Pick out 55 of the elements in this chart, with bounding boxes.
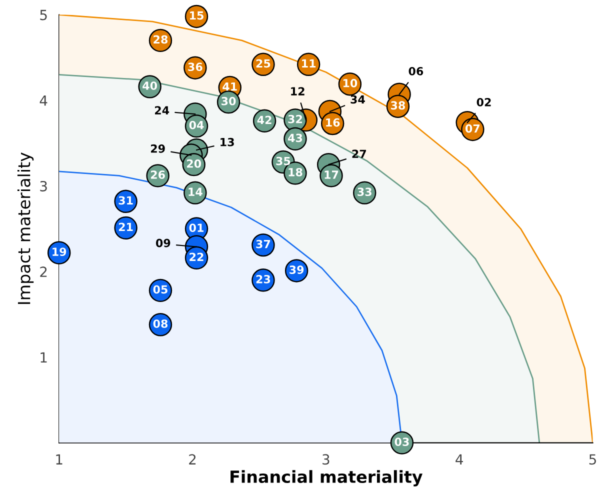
annotation: 10 bbox=[343, 78, 358, 88]
y-tick-label: 3 bbox=[40, 180, 47, 192]
y-tick-label: 5 bbox=[40, 10, 47, 20]
annotation: 22 bbox=[190, 252, 204, 261]
y-axis-title: Impact materiality bbox=[17, 152, 34, 304]
annotation: 06 bbox=[408, 66, 424, 76]
annotation: 14 bbox=[188, 188, 202, 196]
annotation: 08 bbox=[153, 319, 168, 328]
annotation: 31 bbox=[118, 196, 133, 205]
annotation: 40 bbox=[142, 81, 158, 90]
annotation: 39 bbox=[290, 266, 304, 274]
x-tick-label: 5 bbox=[589, 454, 596, 465]
annotation: 15 bbox=[190, 11, 204, 20]
annotation: 28 bbox=[154, 35, 168, 44]
annotation: 13 bbox=[220, 138, 234, 146]
annotation: 37 bbox=[256, 240, 270, 248]
annotation: 30 bbox=[222, 96, 236, 106]
annotation: 03 bbox=[394, 438, 409, 446]
annotation: 35 bbox=[276, 156, 290, 166]
annotation: 26 bbox=[150, 170, 165, 179]
annotation: 12 bbox=[291, 87, 304, 96]
annotation: 07 bbox=[465, 124, 480, 133]
x-tick-label: 3 bbox=[322, 454, 330, 465]
annotation: 38 bbox=[390, 101, 406, 110]
y-tick-label: 1 bbox=[40, 352, 47, 362]
annotation: 02 bbox=[476, 98, 491, 106]
annotation: 21 bbox=[118, 222, 133, 231]
annotation: 11 bbox=[302, 59, 316, 68]
annotation: 01 bbox=[189, 224, 204, 232]
annotation: 17 bbox=[324, 170, 338, 179]
annotation: 32 bbox=[288, 114, 302, 124]
annotation: 41 bbox=[222, 82, 237, 91]
annotation: 18 bbox=[288, 168, 302, 176]
annotation: 09 bbox=[156, 238, 170, 248]
annotation: 19 bbox=[52, 248, 66, 256]
annotation: 34 bbox=[350, 95, 365, 104]
x-tick-label: 2 bbox=[189, 454, 196, 464]
x-axis-title: Financial materiality bbox=[230, 470, 422, 486]
annotation: 27 bbox=[352, 150, 366, 158]
x-tick-label: 1 bbox=[56, 454, 62, 464]
x-tick-label: 4 bbox=[456, 454, 463, 464]
annotation: 43 bbox=[288, 134, 302, 142]
annotation: 05 bbox=[153, 285, 168, 294]
y-tick-label: 4 bbox=[40, 96, 48, 106]
annotation: 33 bbox=[358, 188, 372, 196]
annotation: 25 bbox=[256, 59, 270, 68]
annotation: 16 bbox=[326, 118, 340, 127]
annotation: 20 bbox=[186, 159, 202, 168]
annotation: 24 bbox=[154, 106, 170, 114]
annotation: 42 bbox=[257, 116, 272, 124]
y-tick-label: 2 bbox=[40, 266, 47, 277]
annotation: 36 bbox=[188, 62, 202, 72]
annotation: 29 bbox=[150, 144, 165, 153]
annotation: 04 bbox=[189, 120, 204, 130]
annotation: 23 bbox=[256, 274, 270, 284]
